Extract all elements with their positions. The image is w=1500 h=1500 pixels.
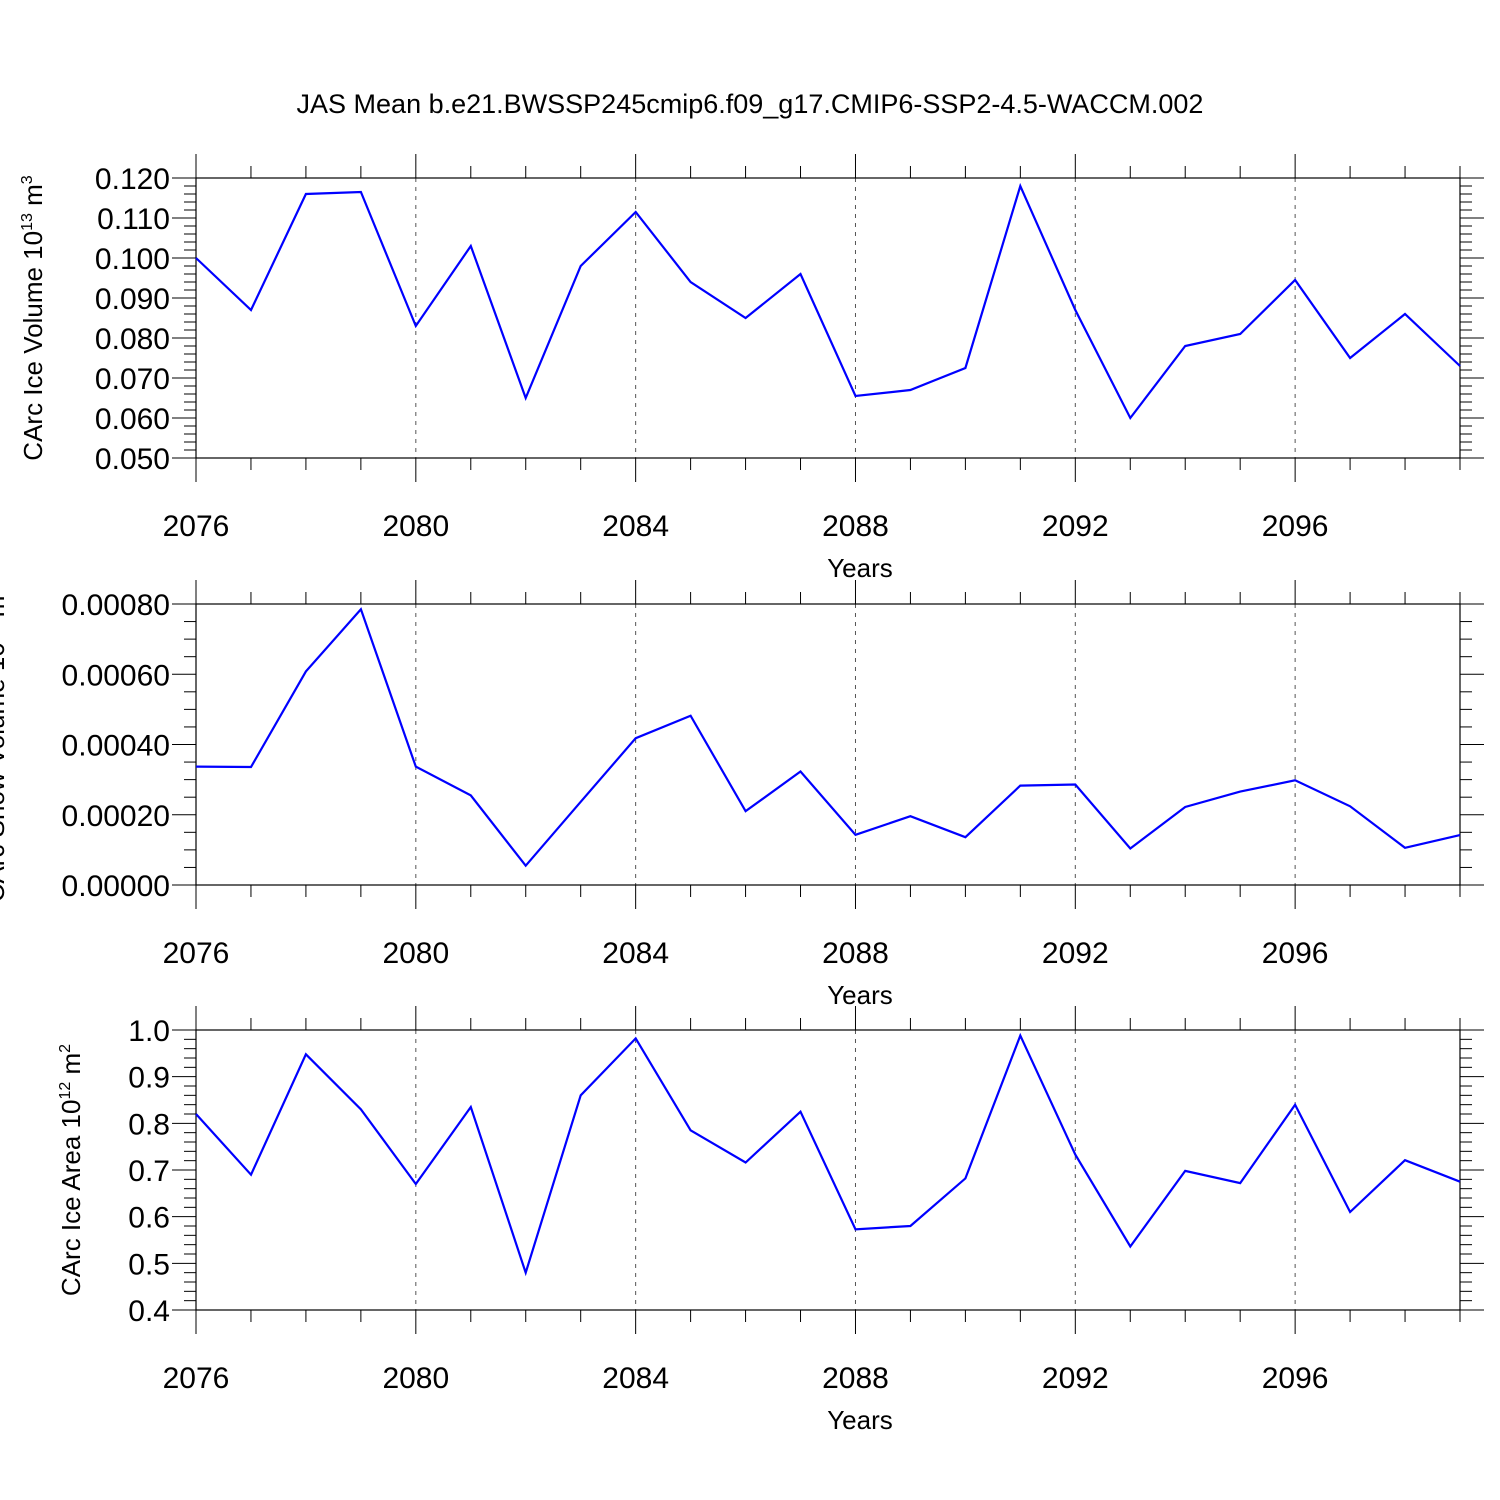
panel-1: 0.050 0.060 0.070 0.080 0.090 0.100 0.110 0.120… (18, 154, 1484, 583)
y-tick-label: 0.9 (128, 1062, 170, 1095)
panel-2: 0.00000 0.00020 0.00040 0.00060 0.00080 2076 2… (0, 580, 1484, 1010)
x-axis-label: Years (827, 980, 893, 1010)
x-tick-label: 2096 (1262, 1362, 1329, 1395)
chart-title: JAS Mean b.e21.BWSSP245cmip6.f09_g17.CMI… (297, 89, 1204, 119)
y-axis-label: CArc Ice Volume 1013 m3 (18, 175, 48, 460)
x-tick-label: 2096 (1262, 510, 1329, 543)
x-tick-label: 2080 (382, 510, 449, 543)
x-tick-label: 2088 (822, 1362, 889, 1395)
y-tick-label: 0.00020 (62, 800, 170, 833)
y-tick-label: 0.050 (95, 443, 170, 476)
x-tick-label: 2084 (602, 937, 669, 970)
x-tick-label: 2092 (1042, 937, 1109, 970)
x-tick-label: 2076 (163, 937, 230, 970)
panel-3: 0.4 0.5 0.6 0.7 0.8 0.9 1.0 2076 2080 2084 2088 209… (56, 1006, 1484, 1435)
x-tick-label: 2084 (602, 1362, 669, 1395)
series-line (195, 607, 1461, 868)
x-tick-label: 2088 (822, 937, 889, 970)
y-tick-label: 0.120 (95, 163, 170, 196)
y-tick-label: 1.0 (128, 1015, 170, 1048)
y-tick-label: 0.00040 (62, 730, 170, 763)
y-tick-label: 0.00080 (62, 589, 170, 622)
plot-frame (195, 177, 1461, 459)
y-tick-label: 0.110 (97, 203, 170, 236)
series-line (195, 1032, 1461, 1277)
y-axis-label: CArc Ice Area 1012 m2 (56, 1044, 86, 1296)
y-tick-label: 0.100 (95, 243, 170, 276)
y-tick-label: 0.8 (128, 1108, 170, 1141)
x-axis-label: Years (827, 1405, 893, 1435)
y-tick-label: 0.080 (95, 323, 170, 356)
y-tick-label: 0.070 (95, 363, 170, 396)
x-tick-label: 2080 (382, 937, 449, 970)
x-tick-label: 2096 (1262, 937, 1329, 970)
x-tick-label: 2080 (382, 1362, 449, 1395)
y-tick-label: 0.060 (95, 403, 170, 436)
y-tick-label: 0.00060 (62, 659, 170, 692)
y-tick-label: 0.5 (128, 1248, 170, 1281)
x-tick-label: 2092 (1042, 1362, 1109, 1395)
y-tick-label: 0.00000 (62, 870, 170, 903)
series-line (195, 182, 1461, 421)
x-tick-label: 2092 (1042, 510, 1109, 543)
x-axis-label: Years (827, 553, 893, 583)
x-tick-label: 2076 (163, 1362, 230, 1395)
x-tick-label: 2076 (163, 510, 230, 543)
y-tick-label: 0.6 (128, 1202, 170, 1235)
x-tick-label: 2088 (822, 510, 889, 543)
y-tick-label: 0.4 (128, 1295, 170, 1328)
x-tick-label: 2084 (602, 510, 669, 543)
y-tick-label: 0.090 (95, 283, 170, 316)
plot-frame (195, 603, 1461, 886)
y-axis-label: CArc Snow Volume 1013 m3 (0, 587, 10, 903)
y-tick-label: 0.7 (128, 1155, 170, 1188)
